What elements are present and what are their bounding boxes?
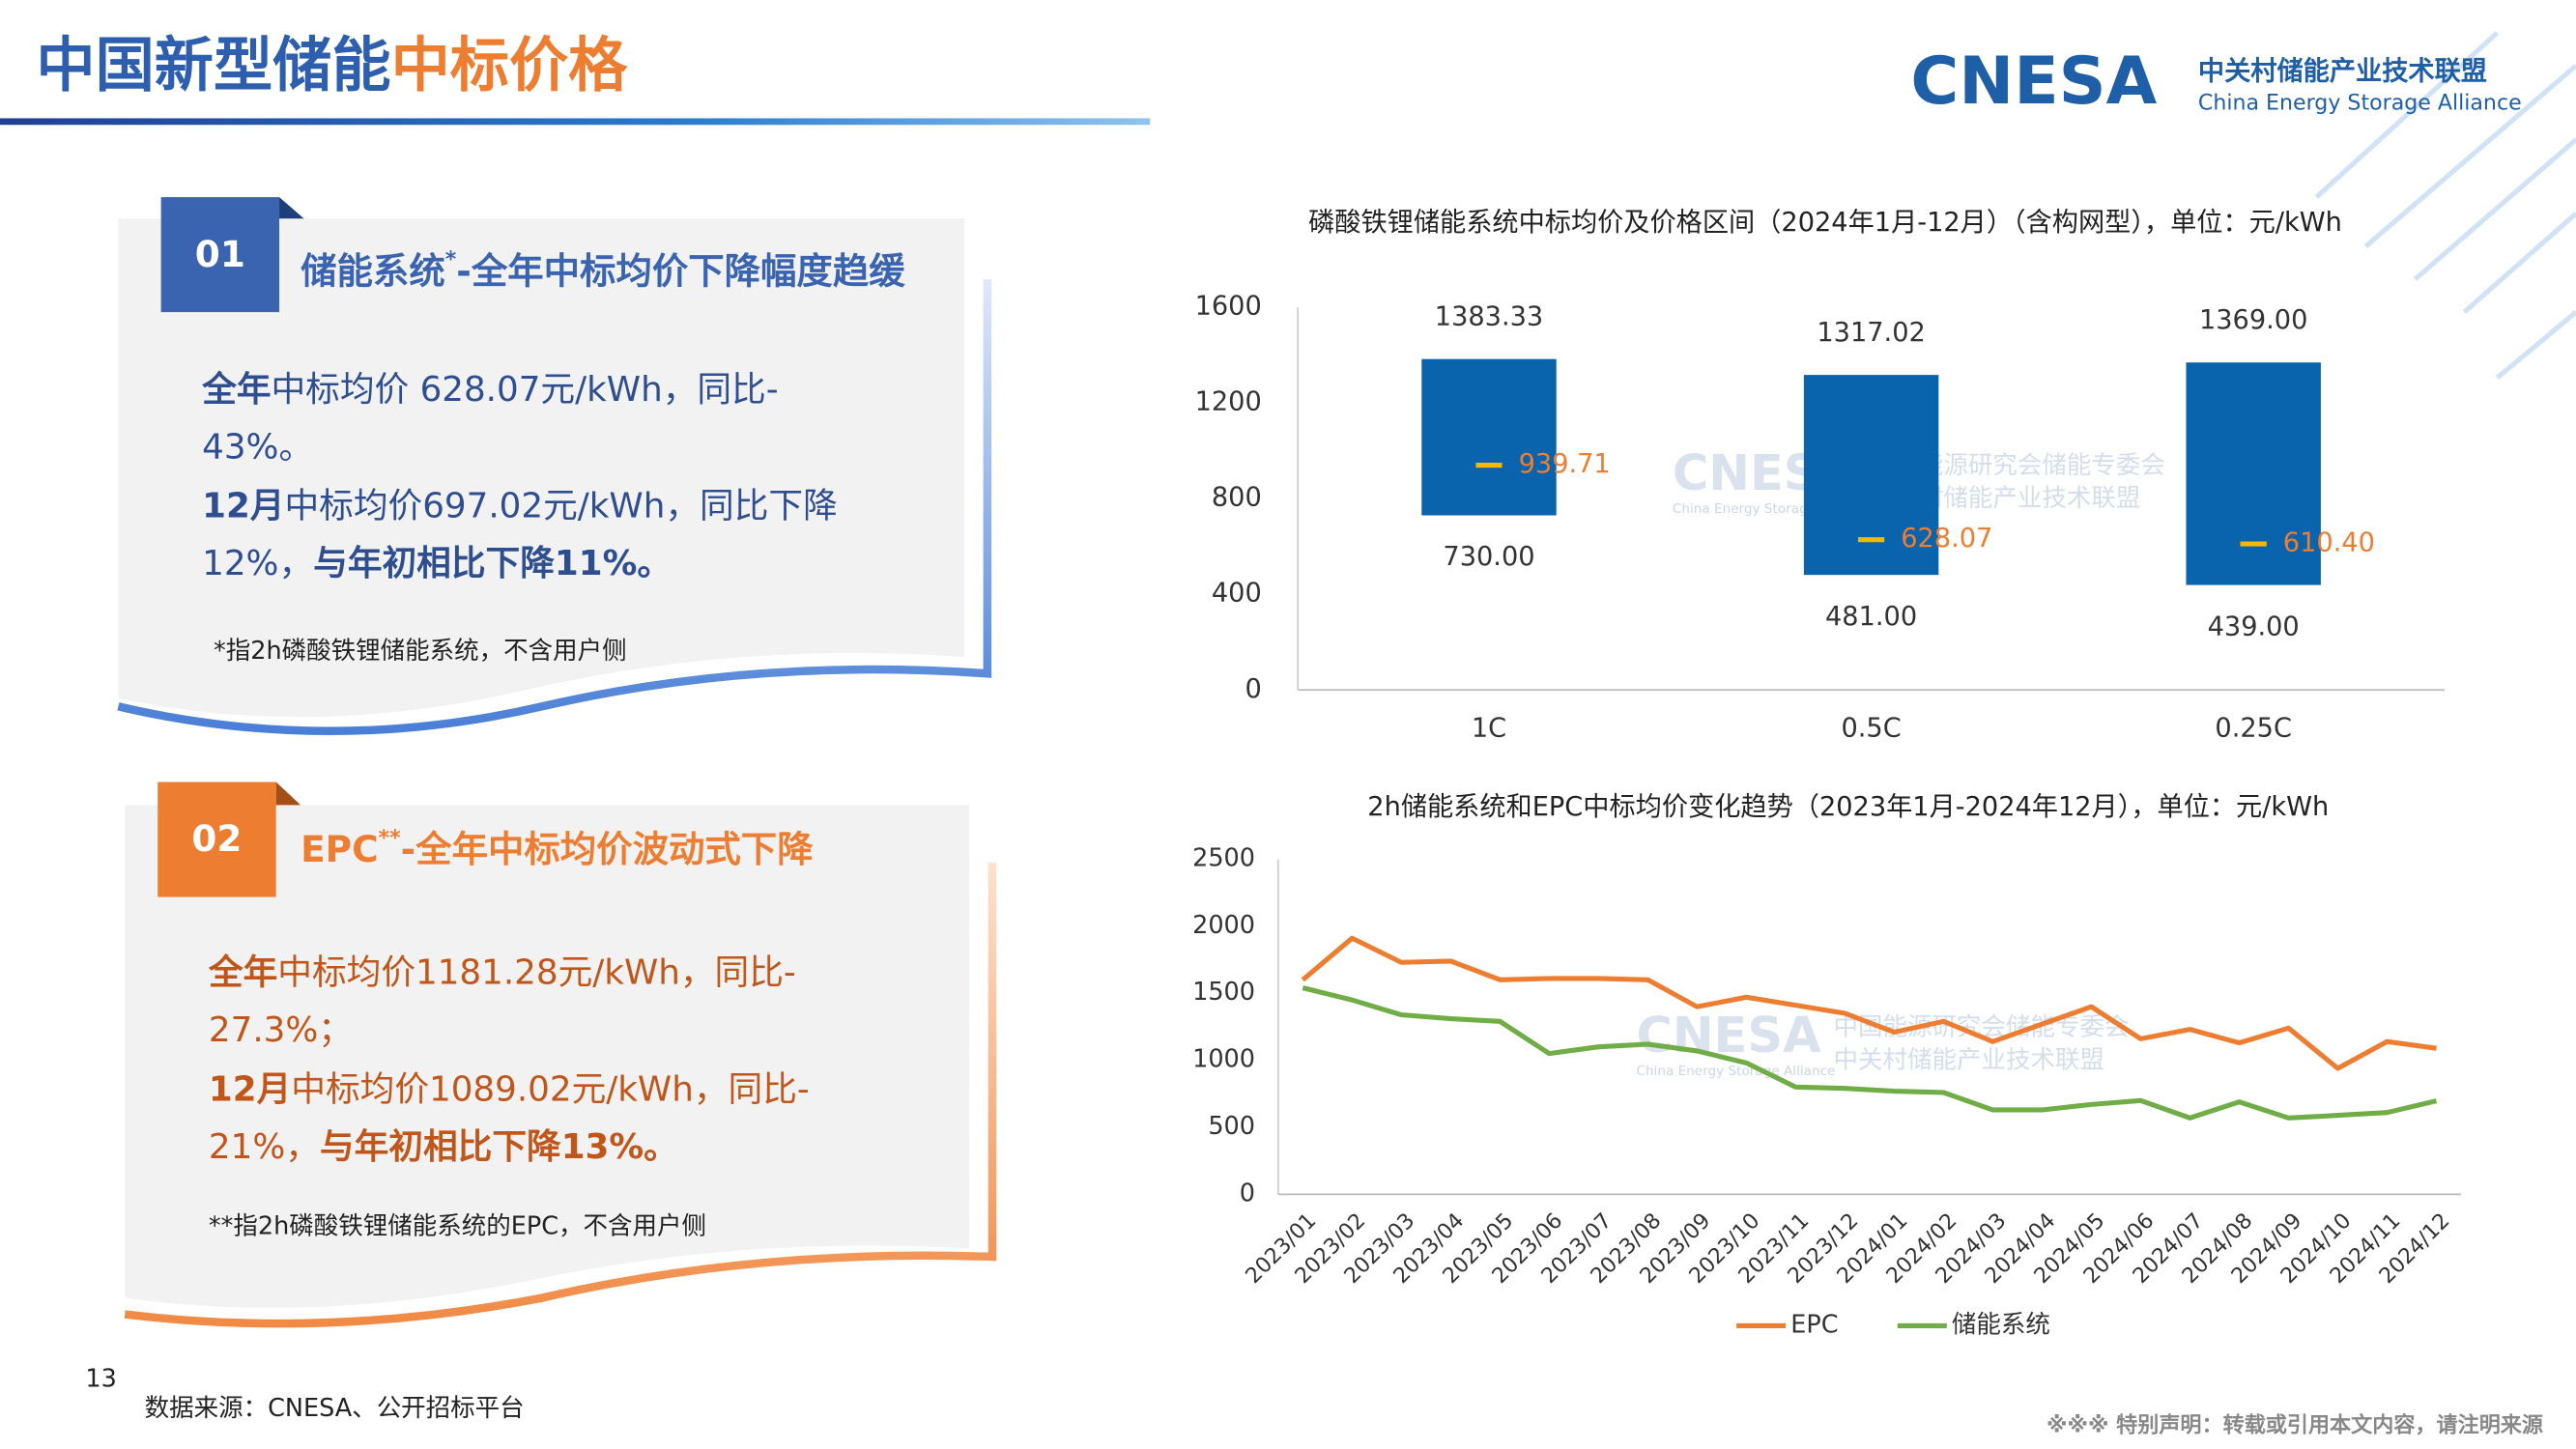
section-heading: EPC**-全年中标均价波动式下降	[301, 825, 814, 870]
logo: CNESA	[1910, 43, 2157, 120]
section-heading: 储能系统*-全年中标均价下降幅度趋缓	[301, 246, 905, 292]
section-frame	[124, 862, 997, 1328]
section-box	[118, 218, 965, 718]
body-line: 27.3%；	[209, 1010, 353, 1050]
min-label: 730.00	[1443, 542, 1534, 572]
chart-title: 2h储能系统和EPC中标均价变化趋势（2023年1月-2024年12月），单位：…	[1367, 792, 2329, 822]
page-number: 13	[85, 1365, 116, 1394]
min-label: 439.00	[2208, 611, 2300, 641]
body-run: 中标均价1089.02元/kWh，同比-	[291, 1069, 809, 1109]
y-tick-label: 500	[1208, 1112, 1255, 1141]
disclaimer: ※※※ 特别声明：转载或引用本文内容，请注明来源	[2046, 1413, 2543, 1438]
min-label: 481.00	[1825, 602, 1917, 632]
heading-text: EPC	[301, 827, 378, 869]
body-run: 中标均价1181.28元/kWh，同比-	[277, 953, 795, 993]
tab-fold	[275, 781, 301, 806]
y-tick-label: 0	[1245, 674, 1261, 704]
body-line: 12%，与年初相比下降11%。	[202, 544, 672, 583]
body-run: 12%，	[202, 544, 313, 583]
body-run: 12月	[209, 1069, 291, 1109]
heading-text: -全年中标均价下降幅度趋缓	[456, 249, 905, 292]
number-box	[157, 781, 276, 897]
section-number: 02	[191, 817, 242, 860]
watermark-logo: CNESA	[1636, 1008, 1821, 1065]
body-run: 43%。	[202, 427, 313, 467]
legend-label: EPC	[1790, 1310, 1838, 1339]
chart-title: 磷酸铁锂储能系统中标均价及价格区间（2024年1月-12月）（含构网型），单位：…	[1308, 208, 2342, 238]
max-label: 1317.02	[1817, 318, 1925, 348]
y-tick-label: 400	[1212, 579, 1262, 609]
y-tick-label: 2500	[1192, 843, 1255, 872]
body-run: 中标均价 628.07元/kWh，同比-	[271, 370, 778, 410]
body-run: 中标均价697.02元/kWh，同比下降	[284, 487, 837, 526]
heading-text: -全年中标均价波动式下降	[401, 827, 815, 869]
y-tick-label: 0	[1240, 1179, 1255, 1208]
body-run: 全年	[201, 370, 271, 410]
body-line: 全年中标均价 628.07元/kWh，同比-	[201, 370, 779, 410]
series-line	[1301, 935, 2437, 1071]
logo-en: China Energy Storage Alliance	[2198, 91, 2522, 116]
max-label: 1369.00	[2199, 305, 2307, 335]
section-box	[125, 805, 970, 1308]
body-run: 与年初相比下降13%。	[320, 1127, 678, 1167]
body-run: 12月	[202, 487, 284, 526]
body-run: 27.3%；	[209, 1010, 353, 1050]
mean-label: 628.07	[1901, 524, 1992, 554]
x-tick-label: 0.25C	[2215, 714, 2292, 744]
source: 数据来源：CNESA、公开招标平台	[145, 1394, 525, 1423]
mean-label: 939.71	[1519, 449, 1611, 479]
y-tick-label: 2000	[1192, 911, 1255, 940]
logo-cn: 中关村储能产业技术联盟	[2198, 55, 2487, 86]
max-label: 1383.33	[1435, 302, 1543, 332]
section-number: 01	[195, 233, 245, 275]
number-box	[160, 197, 280, 313]
series-line	[1302, 985, 2438, 1121]
watermark-line: 中关村储能产业技术联盟	[1833, 1046, 2104, 1075]
tab-fold	[279, 197, 304, 219]
body-line: 21%，与年初相比下降13%。	[209, 1127, 678, 1167]
range-bar	[2186, 362, 2321, 585]
body-line: 全年中标均价1181.28元/kWh，同比-	[208, 953, 796, 993]
body-line: 12月中标均价697.02元/kWh，同比下降	[202, 487, 838, 526]
body-line: 43%。	[202, 427, 313, 467]
y-tick-label: 1000	[1192, 1045, 1255, 1074]
heading-sup: *	[445, 246, 457, 271]
section-frame	[117, 279, 992, 736]
body-run: 与年初相比下降11%。	[313, 544, 672, 583]
x-tick-label: 1C	[1472, 714, 1506, 744]
heading-sup: **	[379, 825, 402, 850]
body-run: 21%，	[209, 1127, 320, 1167]
y-tick-label: 1200	[1195, 387, 1262, 417]
body-run: 全年	[208, 953, 277, 993]
watermark-en: China Energy Storage Alliance	[1636, 1064, 1835, 1079]
range-bar	[1421, 358, 1557, 516]
y-tick-label: 800	[1212, 483, 1262, 513]
note: **指2h磷酸铁锂储能系统的EPC，不含用户侧	[209, 1211, 706, 1240]
y-tick-label: 1500	[1192, 978, 1255, 1007]
mean-label: 610.40	[2283, 528, 2375, 558]
title-underline	[0, 118, 1151, 126]
body-line: 12月中标均价1089.02元/kWh，同比-	[209, 1069, 810, 1109]
x-tick-label: 0.5C	[1841, 714, 1901, 744]
y-tick-label: 1600	[1195, 292, 1262, 322]
heading-text: 储能系统	[301, 249, 445, 292]
decoration	[2314, 31, 2576, 381]
note: *指2h磷酸铁锂储能系统，不含用户侧	[214, 637, 627, 666]
legend-label: 储能系统	[1952, 1310, 2050, 1339]
page-title: 中国新型储能中标价格	[36, 31, 628, 99]
